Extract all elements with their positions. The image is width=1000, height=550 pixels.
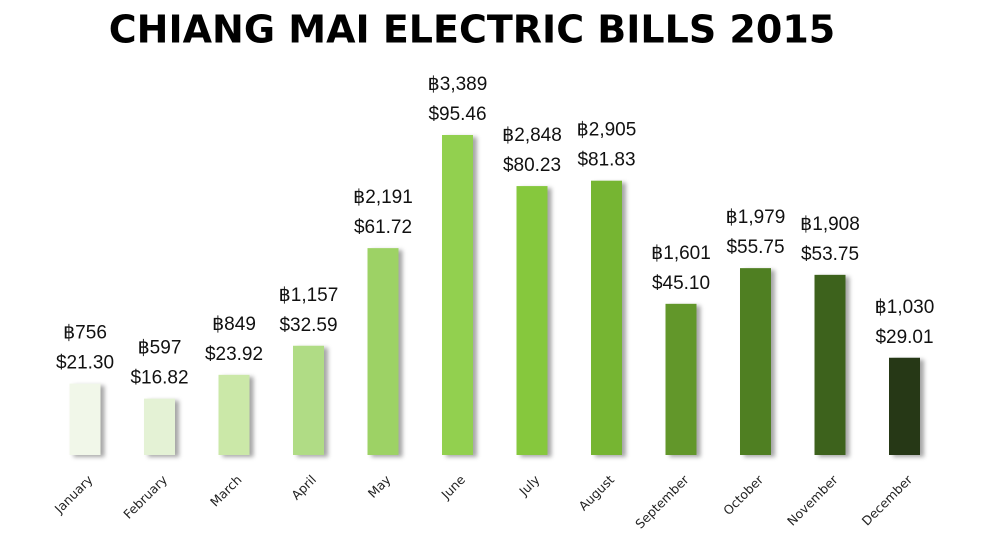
value-label-usd: $81.83 xyxy=(577,150,635,171)
x-tick-label: December xyxy=(859,471,916,528)
value-label-usd: $61.72 xyxy=(354,217,412,238)
value-label: ฿1,601 xyxy=(651,243,711,264)
chart-title: CHIANG MAI ELECTRIC BILLS 2015 xyxy=(109,8,835,52)
x-tick-label: July xyxy=(515,472,543,500)
value-label-usd: $45.10 xyxy=(652,273,710,294)
value-label-usd: $29.01 xyxy=(875,327,933,348)
value-label-usd: $32.59 xyxy=(279,315,337,336)
x-tick-label: March xyxy=(207,472,245,510)
value-label: ฿1,908 xyxy=(800,214,860,235)
value-label: ฿1,157 xyxy=(279,285,339,306)
bar xyxy=(293,345,324,455)
x-tick-label: September xyxy=(632,471,692,531)
bar xyxy=(144,398,175,455)
value-label: ฿1,030 xyxy=(875,297,935,318)
value-label-usd: $53.75 xyxy=(801,244,859,265)
x-tick-label: November xyxy=(784,471,841,528)
bar xyxy=(665,303,697,455)
x-tick-label: February xyxy=(120,472,170,522)
x-tick-label: October xyxy=(720,471,767,518)
bar xyxy=(69,383,101,455)
x-tick-label: January xyxy=(51,472,96,517)
bar xyxy=(442,135,473,455)
x-tick-label: April xyxy=(288,472,319,503)
bar xyxy=(218,374,250,455)
value-label: ฿3,389 xyxy=(428,74,488,95)
value-label: ฿2,848 xyxy=(502,125,562,146)
x-tick-label: June xyxy=(438,472,469,503)
bar xyxy=(814,274,846,455)
value-label-usd: $16.82 xyxy=(130,368,188,389)
value-label: ฿2,191 xyxy=(353,187,413,208)
bar xyxy=(516,186,548,455)
bar xyxy=(889,357,920,455)
value-label: ฿2,905 xyxy=(577,120,637,141)
x-tick-label: August xyxy=(576,472,618,514)
value-label-usd: $23.92 xyxy=(205,344,263,365)
value-label-usd: $21.30 xyxy=(56,353,114,374)
bar xyxy=(367,248,399,455)
bar xyxy=(591,180,622,455)
value-label: ฿849 xyxy=(212,314,256,335)
value-label-usd: $55.75 xyxy=(726,237,784,258)
bar xyxy=(740,268,771,455)
value-label-usd: $80.23 xyxy=(503,155,561,176)
value-label: ฿756 xyxy=(63,323,107,344)
value-label: ฿597 xyxy=(138,338,182,359)
value-label-usd: $95.46 xyxy=(428,104,486,125)
x-tick-label: May xyxy=(365,472,394,501)
value-label: ฿1,979 xyxy=(726,207,786,228)
